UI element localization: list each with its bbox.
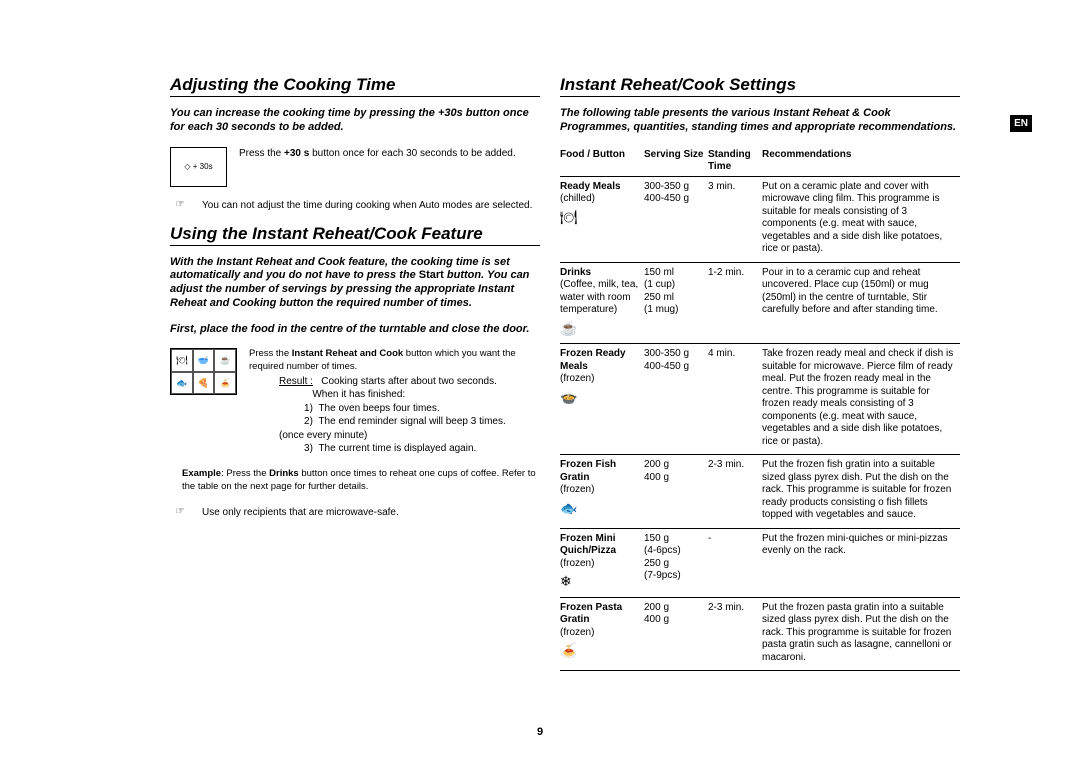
two-column-layout: Adjusting the Cooking Time You can incre…: [170, 75, 990, 671]
buttons-instruction-row: 🍽🥣☕ 🐟🍕🍝 Press the Instant Reheat and Coo…: [170, 348, 540, 456]
s2mid: Start: [419, 269, 447, 281]
plus30-instruction: Press the +30 s button once for each 30 …: [239, 147, 516, 160]
pointer-icon-2: ☞: [170, 506, 190, 517]
section-title-instant: Using the Instant Reheat/Cook Feature: [170, 224, 540, 246]
th-food: Food / Button: [560, 147, 644, 177]
example-text: Example: Press the Drinks button once ti…: [182, 468, 540, 494]
txt-bold: +30 s: [284, 148, 309, 159]
table-row: Frozen Fish Gratin(frozen)🐟200 g 400 g2-…: [560, 455, 960, 529]
result-start: Cooking starts after about two seconds.: [321, 376, 497, 387]
table-row: Drinks(Coffee, milk, tea, water with roo…: [560, 262, 960, 344]
exa: : Press the: [221, 468, 269, 479]
button-grid-icon: 🍽🥣☕ 🐟🍕🍝: [170, 348, 237, 395]
r1: The oven beeps four times.: [318, 403, 439, 414]
section2-intro: With the Instant Reheat and Cook feature…: [170, 256, 540, 311]
note-row: ☞ You can not adjust the time during coo…: [170, 199, 540, 212]
section2-intro2: First, place the food in the centre of t…: [170, 323, 540, 337]
pointer-icon: ☞: [170, 199, 190, 210]
txt-a: Press the: [239, 148, 284, 159]
safe-note-row: ☞ Use only recipients that are microwave…: [170, 506, 540, 519]
note-text: You can not adjust the time during cooki…: [202, 199, 532, 212]
th-standing: Standing Time: [708, 147, 762, 177]
th-serving: Serving Size: [644, 147, 708, 177]
txt-b: button once for each 30 seconds to be ad…: [309, 148, 515, 159]
table-row: Frozen Pasta Gratin(frozen)🍝200 g 400 g2…: [560, 597, 960, 671]
ex-label: Example: [182, 468, 221, 479]
exb: Drinks: [269, 468, 299, 479]
settings-intro: The following table presents the various…: [560, 107, 960, 135]
table-row: Ready Meals(chilled)🍽300-350 g 400-450 g…: [560, 176, 960, 262]
section-title-settings: Instant Reheat/Cook Settings: [560, 75, 960, 97]
result-block: Result : Cooking starts after about two …: [249, 375, 529, 456]
result-label: Result :: [279, 376, 313, 387]
settings-table: Food / Button Serving Size Standing Time…: [560, 147, 960, 672]
table-row: Frozen Mini Quich/Pizza(frozen)❄150 g (4…: [560, 528, 960, 597]
right-column: Instant Reheat/Cook Settings The followi…: [560, 75, 960, 671]
pa: Press the: [249, 348, 292, 359]
microwave-display-icon: ◇ + 30s: [170, 147, 227, 187]
r3: The current time is displayed again.: [318, 443, 476, 454]
page-number: 9: [0, 726, 1080, 738]
table-row: Frozen Ready Meals(frozen)🍲300-350 g 400…: [560, 344, 960, 455]
safe-note-text: Use only recipients that are microwave-s…: [202, 506, 399, 519]
section1-intro: You can increase the cooking time by pre…: [170, 107, 540, 135]
section-title-adjusting: Adjusting the Cooking Time: [170, 75, 540, 97]
left-column: Adjusting the Cooking Time You can incre…: [170, 75, 540, 671]
display-instruction-row: ◇ + 30s Press the +30 s button once for …: [170, 147, 540, 187]
r2: The end reminder signal will beep 3 time…: [279, 416, 506, 441]
pb: Instant Reheat and Cook: [292, 348, 403, 359]
result-finish: When it has finished:: [312, 389, 405, 400]
manual-page: EN Adjusting the Cooking Time You can in…: [0, 0, 1080, 763]
th-rec: Recommendations: [762, 147, 960, 177]
language-badge: EN: [1010, 115, 1032, 132]
press-instruction: Press the Instant Reheat and Cook button…: [249, 348, 529, 456]
